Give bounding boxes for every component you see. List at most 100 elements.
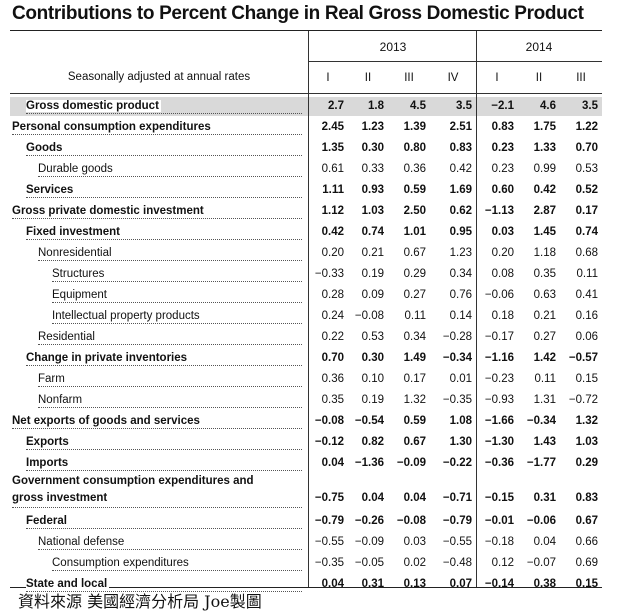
table-row: Change in private inventories 0.70 0.30 1.4… [10, 348, 602, 369]
value-cell: −0.08 [354, 310, 384, 322]
value-cell: −0.79 [314, 515, 344, 527]
leader-dots [26, 154, 302, 156]
value-cell: −0.93 [484, 394, 514, 406]
value-cell: −0.05 [354, 557, 384, 569]
row-label: Change in private inventories [26, 352, 190, 364]
value-cell: 0.93 [361, 184, 384, 196]
leader-dots [26, 112, 302, 114]
value-cell: 0.19 [361, 268, 384, 280]
value-cell: 0.28 [321, 289, 344, 301]
value-cell: 1.03 [361, 205, 384, 217]
row-label: Services [26, 184, 76, 196]
value-cell: 0.11 [534, 373, 556, 385]
leader-dots [12, 427, 302, 429]
value-cell: 1.75 [533, 121, 556, 133]
value-cell: 1.45 [533, 226, 556, 238]
value-cell: −0.48 [442, 557, 472, 569]
value-cell: 0.04 [403, 492, 426, 504]
leader-dots [38, 175, 302, 177]
row-label: Gross private domestic investment [12, 205, 206, 217]
value-cell: −0.72 [568, 394, 598, 406]
header-divider [10, 93, 602, 94]
row-label-cell: Durable goods [10, 159, 306, 180]
value-cell: −0.07 [526, 557, 556, 569]
row-label: State and local [26, 578, 110, 590]
row-label-cell: Federal [10, 511, 306, 532]
value-cell: 1.35 [321, 142, 344, 154]
value-cell: 0.30 [361, 352, 384, 364]
value-cell: 0.18 [491, 310, 514, 322]
row-label-cell: Personal consumption expenditures [10, 117, 306, 138]
value-cell: 0.30 [361, 142, 384, 154]
value-cell: 0.09 [361, 289, 384, 301]
value-cell: −0.54 [354, 415, 384, 427]
value-cell: 0.21 [533, 310, 556, 322]
leader-dots [26, 364, 302, 366]
value-cell: 0.41 [575, 289, 598, 301]
value-cell: −0.55 [314, 536, 344, 548]
row-label: Nonresidential [38, 247, 114, 259]
row-label-cell: Services [10, 180, 306, 201]
value-cell: 1.32 [403, 394, 426, 406]
value-cell: 0.35 [321, 394, 344, 406]
value-cell: 0.27 [403, 289, 426, 301]
value-cell: 0.59 [403, 415, 426, 427]
value-cell: 1.69 [449, 184, 472, 196]
value-cell: 0.12 [491, 557, 514, 569]
quarter-header: II [535, 72, 543, 84]
value-cell: 1.08 [449, 415, 472, 427]
value-cell: 0.42 [449, 163, 472, 175]
value-cell: 4.5 [410, 100, 426, 112]
year-2014-header: 2014 [525, 40, 553, 54]
value-cell: 1.23 [361, 121, 384, 133]
value-cell: 0.67 [575, 515, 598, 527]
row-label: Residential [38, 331, 97, 343]
value-cell: −0.14 [484, 578, 514, 590]
value-cell: 0.80 [403, 142, 426, 154]
row-label-cell: Government consumption expenditures and g… [10, 474, 306, 511]
row-label: Durable goods [38, 163, 115, 175]
table-row: Consumption expenditures −0.35 −0.05 0.02 −0… [10, 553, 602, 574]
value-cell: 0.99 [533, 163, 556, 175]
table-row: Exports −0.12 0.82 0.67 1.30 −1.30 1.43 1.03 [10, 432, 602, 453]
value-cell: 0.34 [449, 268, 472, 280]
value-cell: 2.87 [533, 205, 556, 217]
value-cell: 2.51 [449, 121, 472, 133]
value-cell: 0.59 [403, 184, 426, 196]
quarter-header: II [364, 72, 372, 84]
value-cell: 0.01 [449, 373, 472, 385]
value-cell: 0.23 [491, 163, 514, 175]
value-cell: 0.31 [361, 578, 384, 590]
value-cell: 1.11 [322, 184, 344, 196]
leader-dots [52, 569, 302, 571]
table-row: Nonresidential 0.20 0.21 0.67 1.23 0.20 1.18 0.… [10, 243, 602, 264]
value-cell: 2.45 [321, 121, 344, 133]
value-cell: 0.23 [491, 142, 514, 154]
row-label-cell: Residential [10, 327, 306, 348]
value-cell: 0.66 [575, 536, 598, 548]
value-cell: −0.75 [314, 492, 344, 504]
value-cell: −1.13 [484, 205, 514, 217]
value-cell: −0.55 [442, 536, 472, 548]
value-cell: 0.38 [533, 578, 556, 590]
value-cell: 4.6 [540, 100, 556, 112]
value-cell: 0.15 [575, 578, 598, 590]
value-cell: 0.02 [403, 557, 426, 569]
value-cell: 0.82 [361, 436, 384, 448]
value-cell: 0.83 [575, 492, 598, 504]
value-cell: −0.06 [484, 289, 514, 301]
value-cell: 0.04 [321, 457, 344, 469]
value-cell: 0.17 [575, 205, 598, 217]
value-cell: 0.15 [575, 373, 598, 385]
value-cell: 0.95 [449, 226, 472, 238]
value-cell: −0.17 [484, 331, 514, 343]
leader-dots [26, 590, 302, 592]
value-cell: 1.18 [533, 247, 556, 259]
value-cell: 0.34 [403, 331, 426, 343]
source-footer: 資料來源 美國經濟分析局 Joe製圖 [18, 592, 262, 611]
value-cell: 0.20 [321, 247, 344, 259]
value-cell: 2.50 [403, 205, 426, 217]
value-cell: 0.04 [361, 492, 384, 504]
leader-dots [38, 406, 302, 408]
quarter-header: I [326, 72, 330, 84]
